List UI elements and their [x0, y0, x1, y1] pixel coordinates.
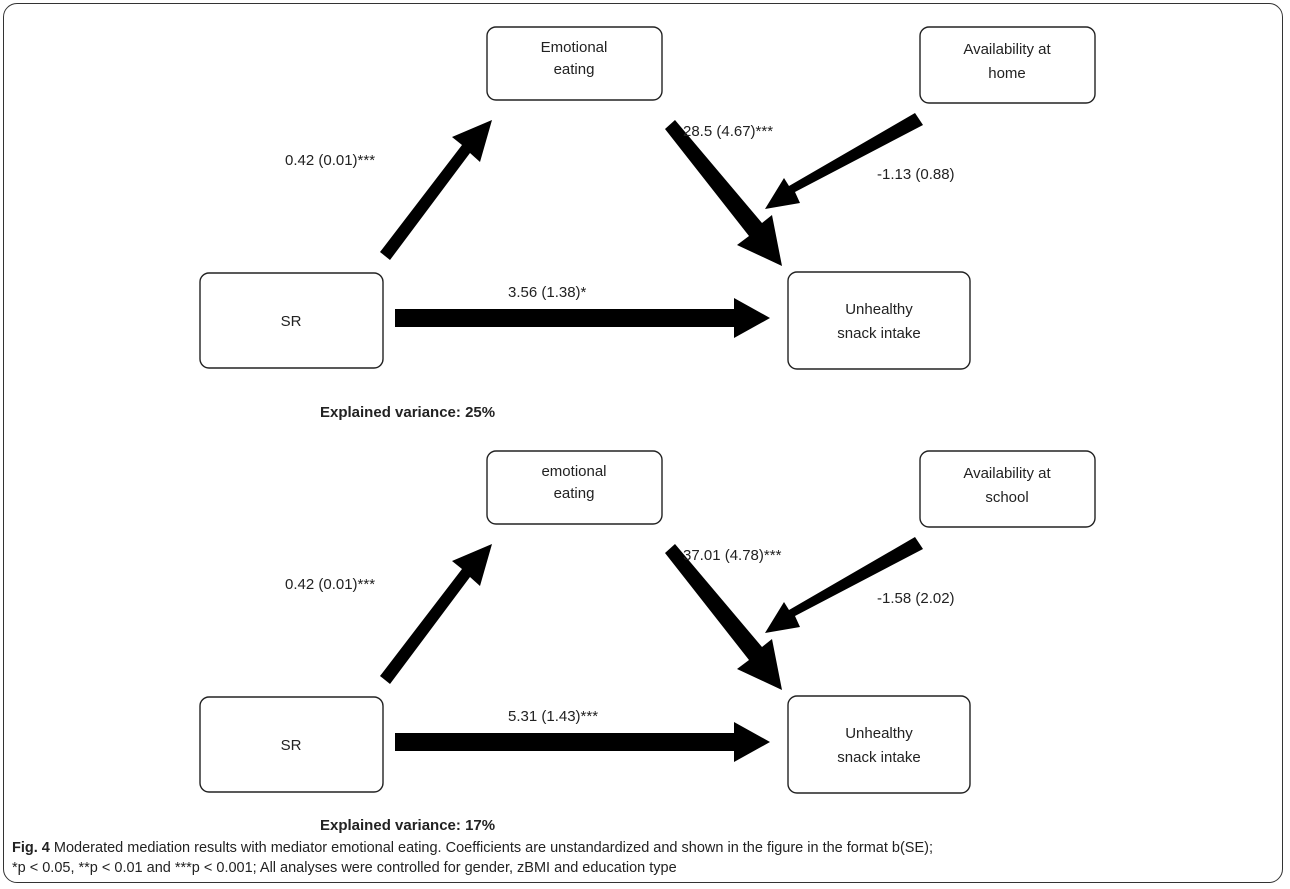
svg-text:school: school [985, 489, 1028, 506]
outcome-node: Unhealthy snack intake [787, 695, 971, 794]
svg-text:Unhealthy: Unhealthy [845, 301, 913, 318]
arrow-moderation [765, 537, 923, 633]
svg-text:eating: eating [554, 485, 595, 502]
panel-2: emotional eating Availability at school … [199, 450, 1096, 834]
caption-line-1: Fig. 4 Moderated mediation results with … [12, 838, 1277, 858]
outcome-node: Unhealthy snack intake [787, 271, 971, 370]
arrow-direct-path [395, 298, 770, 338]
caption-line-2: *p < 0.05, **p < 0.01 and ***p < 0.001; … [12, 860, 677, 876]
svg-text:snack intake: snack intake [837, 749, 920, 766]
moderator-node: Availability at school [919, 450, 1096, 528]
fig-label: Fig. 4 [12, 840, 50, 856]
svg-text:emotional: emotional [541, 463, 606, 480]
moderator-node: Availability at home [919, 26, 1096, 104]
arrow-b-path [665, 120, 782, 266]
svg-text:Unhealthy: Unhealthy [845, 725, 913, 742]
svg-text:SR: SR [281, 737, 302, 754]
coef-b-path: 28.5 (4.67)*** [683, 123, 773, 140]
coef-direct-path: 3.56 (1.38)* [508, 284, 587, 301]
coef-a-path: 0.42 (0.01)*** [285, 576, 375, 593]
mediator-node: emotional eating [486, 450, 663, 525]
arrow-moderation [765, 113, 923, 209]
mediator-node: Emotional eating [486, 26, 663, 101]
predictor-node: SR [199, 696, 384, 793]
figure-caption: Fig. 4 Moderated mediation results with … [12, 838, 1277, 878]
panel-1: Emotional eating Availability at home SR… [199, 26, 1096, 421]
svg-text:snack intake: snack intake [837, 325, 920, 342]
coef-moderation: -1.58 (2.02) [877, 590, 955, 607]
svg-text:Availability at: Availability at [963, 41, 1051, 58]
explained-variance: Explained variance: 17% [320, 817, 495, 834]
svg-text:Emotional: Emotional [541, 39, 608, 56]
arrow-b-path [665, 544, 782, 690]
coef-direct-path: 5.31 (1.43)*** [508, 708, 598, 725]
explained-variance: Explained variance: 25% [320, 404, 495, 421]
svg-text:Availability at: Availability at [963, 465, 1051, 482]
svg-text:home: home [988, 65, 1026, 82]
predictor-node: SR [199, 272, 384, 369]
arrow-a-path [380, 120, 492, 260]
coef-a-path: 0.42 (0.01)*** [285, 152, 375, 169]
mediation-diagram: Emotional eating Availability at home SR… [199, 26, 1096, 834]
arrow-direct-path [395, 722, 770, 762]
arrow-a-path [380, 544, 492, 684]
svg-text:SR: SR [281, 313, 302, 330]
coef-b-path: 37.01 (4.78)*** [683, 547, 782, 564]
svg-text:eating: eating [554, 61, 595, 78]
coef-moderation: -1.13 (0.88) [877, 166, 955, 183]
caption-text: Moderated mediation results with mediato… [49, 840, 933, 856]
